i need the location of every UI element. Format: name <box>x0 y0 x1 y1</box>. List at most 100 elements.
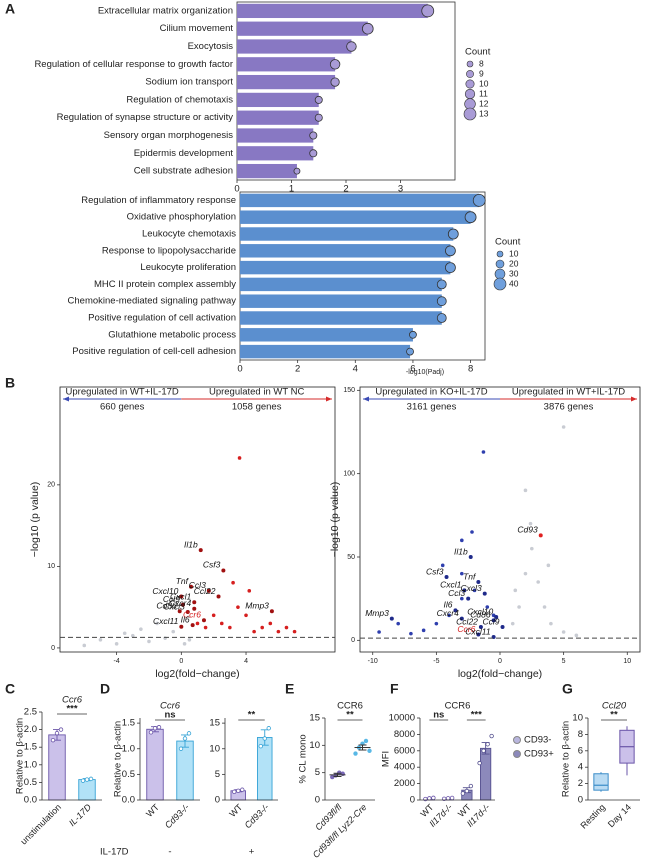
point <box>155 621 159 626</box>
point <box>561 630 566 634</box>
y-tick-label: 0.0 <box>24 795 37 806</box>
bar <box>480 747 492 801</box>
bar <box>237 21 368 36</box>
gene-label: Csf3 <box>426 566 444 576</box>
point <box>409 631 413 636</box>
y-tick-label: 15 <box>309 713 320 724</box>
gene-label: Cxcl1 <box>440 580 462 590</box>
point <box>530 546 534 551</box>
panel-label: C <box>5 681 15 697</box>
y-tick-label: 0 <box>215 795 220 806</box>
x-tick-label: Day 14 <box>606 802 633 829</box>
y-tick-label: 0 <box>578 795 583 806</box>
gene-label: Cd93 <box>517 525 538 535</box>
arrow-head <box>363 396 369 402</box>
point <box>276 629 281 634</box>
point <box>211 613 216 618</box>
gene-label: Il1b <box>184 539 198 549</box>
y-tick-label: 50 <box>347 554 355 561</box>
dot <box>346 41 357 52</box>
significance-label: ns <box>433 710 444 721</box>
point <box>139 627 143 631</box>
gene-point <box>538 533 543 538</box>
gene-label: Cxcl1 <box>170 592 192 602</box>
gene-label: Cxcl10 <box>467 606 493 616</box>
point <box>434 621 439 626</box>
footer-label: IL-17D <box>100 847 129 858</box>
data-point <box>460 791 466 796</box>
point <box>536 580 540 584</box>
point <box>122 631 127 636</box>
x-tick-label: 2 <box>295 364 300 375</box>
y-tick-label: 0.5 <box>24 777 37 788</box>
point <box>377 630 381 634</box>
arrow-head <box>63 396 69 402</box>
legend-dot <box>466 70 474 78</box>
x-tick-label: 0 <box>237 364 242 375</box>
data-point <box>240 787 245 792</box>
point <box>247 589 252 593</box>
data-point <box>54 730 60 736</box>
category-label: Extracellular matrix organization <box>98 5 233 16</box>
gene-label: Ccl22 <box>194 586 216 596</box>
gene-label: Mmp3 <box>245 600 269 610</box>
bar <box>78 779 96 801</box>
gene-point <box>269 609 274 614</box>
category-label: Regulation of synapse structure or activ… <box>57 112 234 123</box>
data-point <box>363 738 369 744</box>
y-tick-label: 15 <box>209 718 220 729</box>
category-label: Cell substrate adhesion <box>134 166 233 177</box>
category-label: Regulation of inflammatory response <box>81 195 236 206</box>
dot <box>472 193 486 207</box>
x-tick-label: 10 <box>623 658 631 665</box>
point <box>460 596 464 601</box>
panel-label: E <box>285 681 294 697</box>
point <box>82 643 87 648</box>
dot <box>314 95 323 104</box>
category-label: Sensory organ morphogenesis <box>104 130 234 141</box>
gene-point <box>444 575 449 579</box>
y-tick-label: 10 <box>47 563 55 570</box>
x-tick-label: 0 <box>179 658 183 665</box>
point <box>236 605 240 609</box>
x-tick-label: 2 <box>343 184 348 195</box>
chart-title: Ccr6 <box>160 701 181 712</box>
dot <box>361 22 374 35</box>
gene-point <box>500 625 505 629</box>
data-point <box>178 746 184 751</box>
plot-frame <box>239 191 486 361</box>
category-label: Cilium movement <box>160 23 234 34</box>
bar <box>240 193 480 208</box>
gene-label: Ccl22 <box>456 616 478 626</box>
data-point <box>481 748 486 753</box>
x-tick-label: Cd93-/- <box>163 802 191 830</box>
legend-dot <box>463 107 477 121</box>
bar <box>237 92 319 108</box>
dot <box>314 113 323 122</box>
gene-point <box>177 609 182 614</box>
data-point <box>232 789 237 794</box>
legend-label: 9 <box>479 68 484 78</box>
gene-label: Cxcl3 <box>164 601 186 611</box>
footer-level: - <box>168 847 171 858</box>
x-tick-label: 0 <box>234 184 239 195</box>
y-tick-label: 0 <box>351 637 355 644</box>
gene-point <box>189 584 194 589</box>
gene-label: Cxcl11 <box>465 626 491 636</box>
category-label: MHC II protein complex assembly <box>94 279 236 290</box>
legend-dot <box>464 88 476 100</box>
legend-label: 10 <box>479 78 489 88</box>
x-axis-label: log2(fold−change) <box>155 668 239 680</box>
gene-point <box>185 610 190 615</box>
legend-label: CD93- <box>524 735 551 746</box>
data-point <box>186 731 192 736</box>
x-tick-label: -4 <box>114 658 120 665</box>
data-point <box>58 727 64 732</box>
y-tick-label: 8 <box>578 729 583 740</box>
x-tick-label: 4 <box>353 364 358 375</box>
data-point <box>337 770 342 775</box>
significance-label: *** <box>66 704 77 715</box>
legend-label: 11 <box>479 88 488 98</box>
y-tick-label: 150 <box>343 387 355 394</box>
legend-dot <box>465 79 475 89</box>
